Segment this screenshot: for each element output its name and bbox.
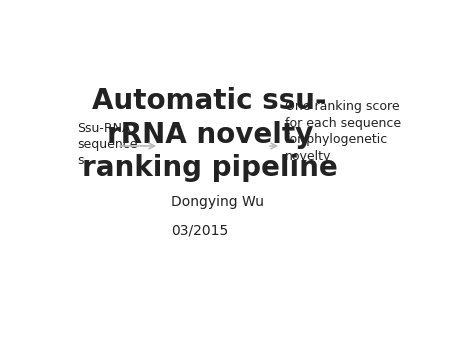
Text: Dongying Wu: Dongying Wu xyxy=(171,195,264,209)
Text: Automatic ssu-
rRNA novelty
ranking pipeline: Automatic ssu- rRNA novelty ranking pipe… xyxy=(82,88,338,183)
Text: One ranking score
for each sequence
for phylogenetic
novelty: One ranking score for each sequence for … xyxy=(285,100,401,163)
Text: 03/2015: 03/2015 xyxy=(171,223,229,238)
Text: Ssu-RNA
sequence
s: Ssu-RNA sequence s xyxy=(77,122,138,167)
